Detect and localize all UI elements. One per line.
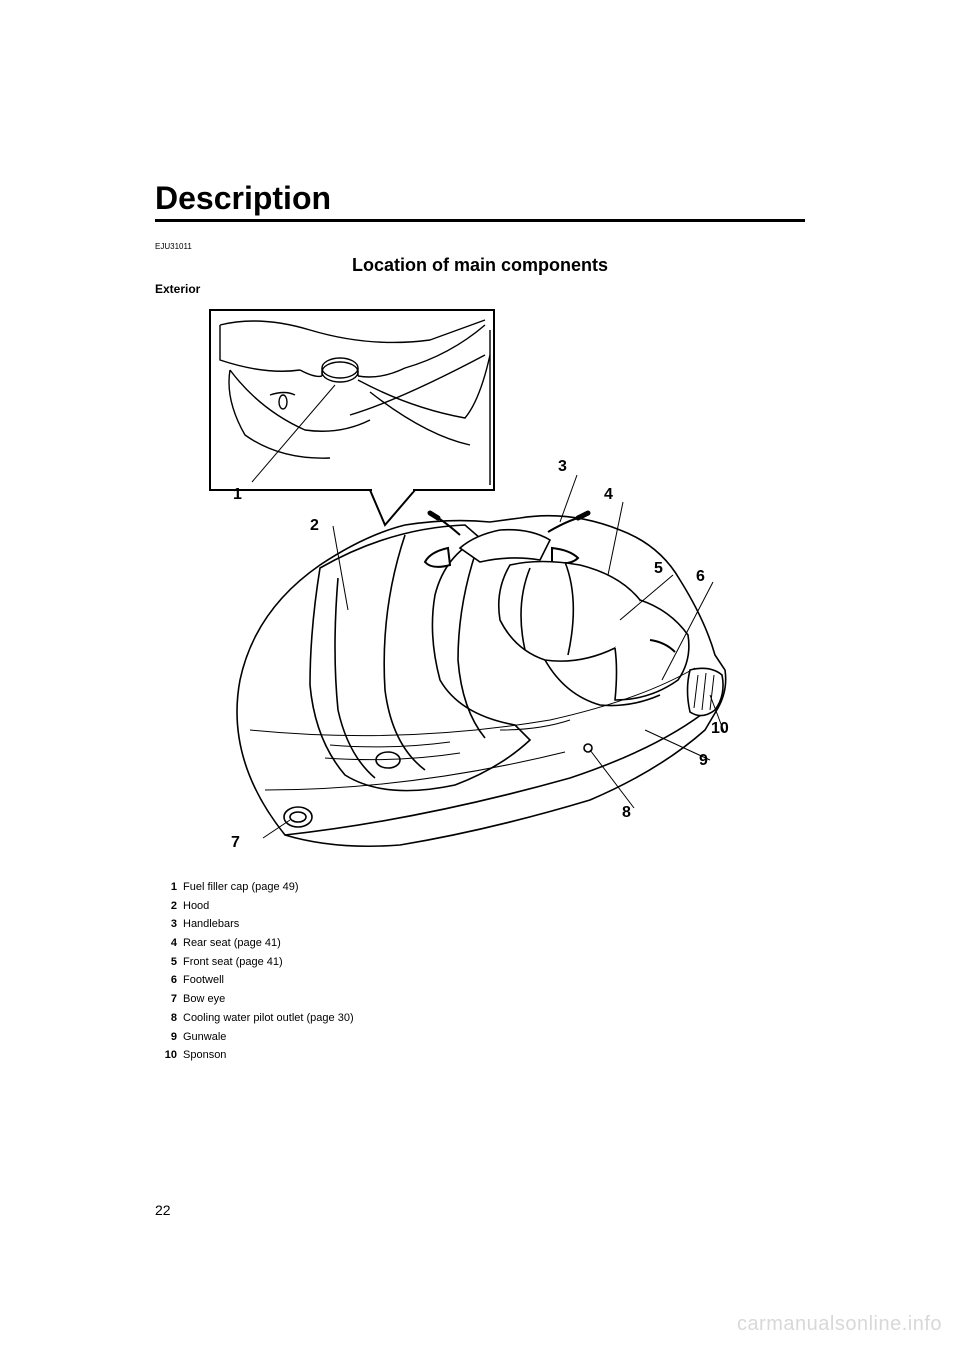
legend-num: 9 [155, 1028, 177, 1047]
legend-num: 10 [155, 1046, 177, 1065]
legend-text: Gunwale [183, 1028, 805, 1047]
callout-2: 2 [310, 517, 319, 535]
legend-num: 5 [155, 953, 177, 972]
legend-num: 1 [155, 878, 177, 897]
legend-row: 9 Gunwale [155, 1028, 805, 1047]
callout-6: 6 [696, 568, 705, 586]
doc-code: EJU31011 [155, 242, 805, 251]
watermark: carmanualsonline.info [737, 1313, 942, 1336]
legend-text: Handlebars [183, 915, 805, 934]
legend-text: Front seat (page 41) [183, 953, 805, 972]
legend-text: Footwell [183, 971, 805, 990]
legend-text: Hood [183, 897, 805, 916]
callout-3: 3 [558, 458, 567, 476]
callout-8: 8 [622, 804, 631, 822]
legend-text: Rear seat (page 41) [183, 934, 805, 953]
legend-num: 8 [155, 1009, 177, 1028]
legend-row: 3 Handlebars [155, 915, 805, 934]
legend-num: 7 [155, 990, 177, 1009]
page-container: Description EJU31011 Location of main co… [0, 0, 960, 1358]
subsection-label: Exterior [155, 282, 805, 296]
legend-text: Sponson [183, 1046, 805, 1065]
diagram-area: 1 2 3 4 5 6 7 8 9 10 [155, 300, 805, 860]
legend-num: 2 [155, 897, 177, 916]
callout-4: 4 [604, 486, 613, 504]
callout-1: 1 [233, 486, 242, 504]
legend-row: 7 Bow eye [155, 990, 805, 1009]
legend-num: 3 [155, 915, 177, 934]
legend-text: Bow eye [183, 990, 805, 1009]
legend: 1 Fuel filler cap (page 49) 2 Hood 3 Han… [155, 878, 805, 1065]
watercraft-diagram [155, 300, 805, 860]
legend-row: 8 Cooling water pilot outlet (page 30) [155, 1009, 805, 1028]
section-title: Location of main components [155, 255, 805, 276]
legend-row: 2 Hood [155, 897, 805, 916]
legend-num: 6 [155, 971, 177, 990]
legend-text: Cooling water pilot outlet (page 30) [183, 1009, 805, 1028]
legend-text: Fuel filler cap (page 49) [183, 878, 805, 897]
legend-row: 10 Sponson [155, 1046, 805, 1065]
callout-7: 7 [231, 834, 240, 852]
callout-10: 10 [711, 720, 729, 738]
callout-9: 9 [699, 752, 708, 770]
chapter-title: Description [155, 180, 805, 222]
legend-row: 5 Front seat (page 41) [155, 953, 805, 972]
legend-row: 1 Fuel filler cap (page 49) [155, 878, 805, 897]
legend-num: 4 [155, 934, 177, 953]
page-number: 22 [155, 1202, 171, 1218]
legend-row: 4 Rear seat (page 41) [155, 934, 805, 953]
callout-5: 5 [654, 560, 663, 578]
legend-row: 6 Footwell [155, 971, 805, 990]
